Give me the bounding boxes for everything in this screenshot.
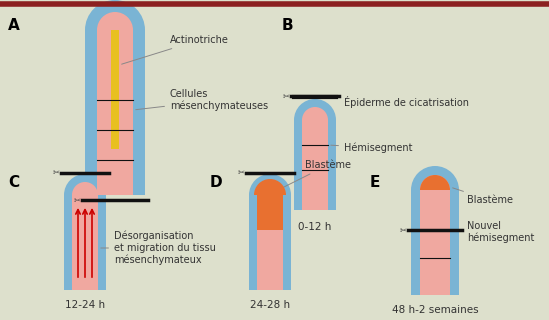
Wedge shape	[420, 175, 450, 190]
Wedge shape	[249, 174, 291, 195]
Wedge shape	[257, 182, 283, 195]
Bar	[111, 30, 119, 149]
Text: E: E	[370, 175, 380, 190]
Wedge shape	[72, 182, 98, 195]
Wedge shape	[294, 99, 336, 120]
Text: Hémisegment: Hémisegment	[331, 143, 412, 153]
Bar	[294, 120, 336, 210]
Text: Blastème: Blastème	[452, 188, 513, 205]
Bar	[420, 190, 450, 295]
Wedge shape	[64, 174, 106, 195]
Text: C: C	[8, 175, 19, 190]
Text: 0-12 h: 0-12 h	[298, 222, 332, 232]
Text: Épiderme de cicatrisation: Épiderme de cicatrisation	[336, 96, 469, 108]
Text: ✂: ✂	[400, 226, 407, 235]
Wedge shape	[302, 107, 328, 120]
Wedge shape	[411, 166, 459, 190]
Text: 24-28 h: 24-28 h	[250, 300, 290, 310]
Text: Actinotriche: Actinotriche	[122, 35, 229, 64]
Bar	[411, 190, 459, 295]
Text: ✂: ✂	[53, 169, 60, 178]
Text: ✂: ✂	[74, 196, 81, 204]
Text: Blastème: Blastème	[281, 160, 351, 189]
Text: A: A	[8, 18, 20, 33]
Bar	[249, 195, 291, 290]
Text: Cellules
mésenchymateuses: Cellules mésenchymateuses	[136, 89, 268, 111]
Wedge shape	[97, 12, 133, 30]
Wedge shape	[420, 175, 450, 190]
Text: Désorganisation
et migration du tissu
mésenchymateux: Désorganisation et migration du tissu mé…	[101, 231, 216, 265]
Text: 48 h-2 semaines: 48 h-2 semaines	[391, 305, 478, 315]
Bar	[257, 195, 283, 230]
Text: D: D	[210, 175, 223, 190]
Text: ✂: ✂	[238, 169, 245, 178]
Bar	[97, 30, 133, 195]
Text: Nouvel
hémisegment: Nouvel hémisegment	[453, 221, 534, 243]
Bar	[257, 195, 283, 290]
Wedge shape	[85, 0, 145, 30]
Bar	[64, 195, 106, 290]
Text: B: B	[282, 18, 294, 33]
Bar	[72, 195, 98, 290]
Bar	[302, 120, 328, 210]
Bar	[85, 30, 145, 195]
Text: 12-24 h: 12-24 h	[65, 300, 105, 310]
Wedge shape	[254, 179, 286, 195]
Text: ✂: ✂	[283, 92, 290, 100]
